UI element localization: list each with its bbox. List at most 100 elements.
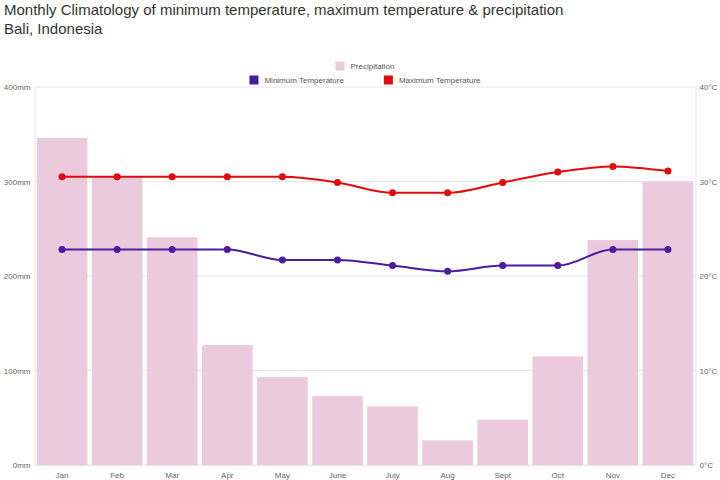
- tick: 40°C: [696, 83, 718, 92]
- tick: Feb: [110, 465, 124, 480]
- legend-swatch: [384, 76, 393, 85]
- point: [114, 173, 121, 180]
- bar: [643, 182, 694, 466]
- tick: 10°C: [696, 367, 718, 376]
- legend-label: Precipitation: [350, 62, 394, 71]
- tick-label: June: [329, 471, 347, 480]
- tick-label: Nov: [606, 471, 620, 480]
- point: [279, 173, 286, 180]
- point: [224, 173, 231, 180]
- tick-label: May: [275, 471, 290, 480]
- tick-label: 20°C: [700, 272, 718, 281]
- bar: [202, 345, 253, 465]
- axis-line: [35, 465, 696, 466]
- x-axis: Jan Feb Mar Apr May June July Aug Sept Oct Nov Dec: [35, 465, 696, 480]
- point: [554, 169, 561, 176]
- tick-label: Dec: [661, 471, 675, 480]
- point: [59, 173, 66, 180]
- tick: 0mm: [13, 461, 35, 470]
- bar: [92, 177, 143, 465]
- axis-line: [35, 88, 36, 466]
- point: [279, 256, 286, 263]
- bar-series: [37, 138, 694, 465]
- point: [389, 189, 396, 196]
- grid: [35, 87, 696, 465]
- tick: 300mm: [4, 178, 35, 187]
- bar: [367, 406, 418, 465]
- bar: [257, 377, 308, 465]
- point: [334, 179, 341, 186]
- point: [169, 173, 176, 180]
- tick-label: Mar: [165, 471, 179, 480]
- grid-line: [35, 87, 696, 88]
- tick: Sept: [494, 465, 511, 480]
- point: [114, 246, 121, 253]
- point: [664, 168, 671, 175]
- tick-label: 40°C: [700, 83, 718, 92]
- tick: Jan: [56, 465, 69, 480]
- legend-swatch: [335, 62, 344, 71]
- tick-label: Sept: [494, 471, 511, 480]
- y2-axis: 0°C 10°C 20°C 30°C 40°C: [696, 83, 718, 470]
- tick-label: Apr: [221, 471, 234, 480]
- chart: Monthly Climatology of minimum temperatu…: [0, 0, 720, 480]
- tick: Mar: [165, 465, 179, 480]
- legend-label: Maximum Temperature: [399, 76, 481, 85]
- tick-label: 100mm: [4, 367, 31, 376]
- line: [62, 166, 668, 192]
- bar: [312, 396, 363, 465]
- tick: 100mm: [4, 367, 35, 376]
- tick-label: Aug: [441, 471, 455, 480]
- y-axis: 0mm 100mm 200mm 300mm 400mm: [4, 83, 35, 470]
- tick-label: Jan: [56, 471, 69, 480]
- point: [169, 246, 176, 253]
- tick: July: [385, 465, 399, 480]
- legend: Precipitation Minimum Temperature Maximum …: [249, 62, 481, 86]
- tick-label: 400mm: [4, 83, 31, 92]
- point: [664, 246, 671, 253]
- tick-label: 200mm: [4, 272, 31, 281]
- point: [499, 179, 506, 186]
- point: [224, 246, 231, 253]
- point: [609, 163, 616, 170]
- tick: 20°C: [696, 272, 718, 281]
- tick: 30°C: [696, 178, 718, 187]
- tick: 200mm: [4, 272, 35, 281]
- tick-label: July: [385, 471, 399, 480]
- line-series: [59, 246, 672, 275]
- tick: June: [329, 465, 347, 480]
- plot-area: [37, 138, 694, 465]
- point: [444, 189, 451, 196]
- tick-label: 300mm: [4, 178, 31, 187]
- line: [62, 250, 668, 272]
- bar: [477, 420, 528, 465]
- point: [499, 262, 506, 269]
- subtitle: Bali, Indonesia: [4, 20, 103, 37]
- line-series: [59, 163, 672, 196]
- legend-swatch: [249, 76, 258, 85]
- point: [609, 246, 616, 253]
- tick-label: 10°C: [700, 367, 718, 376]
- tick: 0°C: [696, 461, 714, 470]
- tick: Apr: [221, 465, 234, 480]
- tick-label: 30°C: [700, 178, 718, 187]
- tick: May: [275, 465, 290, 480]
- tick: Aug: [441, 465, 455, 480]
- point: [554, 262, 561, 269]
- tick: 400mm: [4, 83, 35, 92]
- tick-label: Oct: [552, 471, 565, 480]
- point: [59, 246, 66, 253]
- point: [389, 262, 396, 269]
- bar: [588, 240, 639, 465]
- bar: [532, 356, 583, 465]
- point: [334, 256, 341, 263]
- tick-label: 0°C: [700, 461, 714, 470]
- axis-line: [696, 88, 697, 466]
- legend-label: Minimum Temperature: [264, 76, 344, 85]
- title: Monthly Climatology of minimum temperatu…: [4, 1, 563, 18]
- tick: Dec: [661, 465, 675, 480]
- tick-label: Feb: [110, 471, 124, 480]
- bar: [147, 237, 198, 465]
- tick: Oct: [552, 465, 565, 480]
- tick-label: 0mm: [13, 461, 31, 470]
